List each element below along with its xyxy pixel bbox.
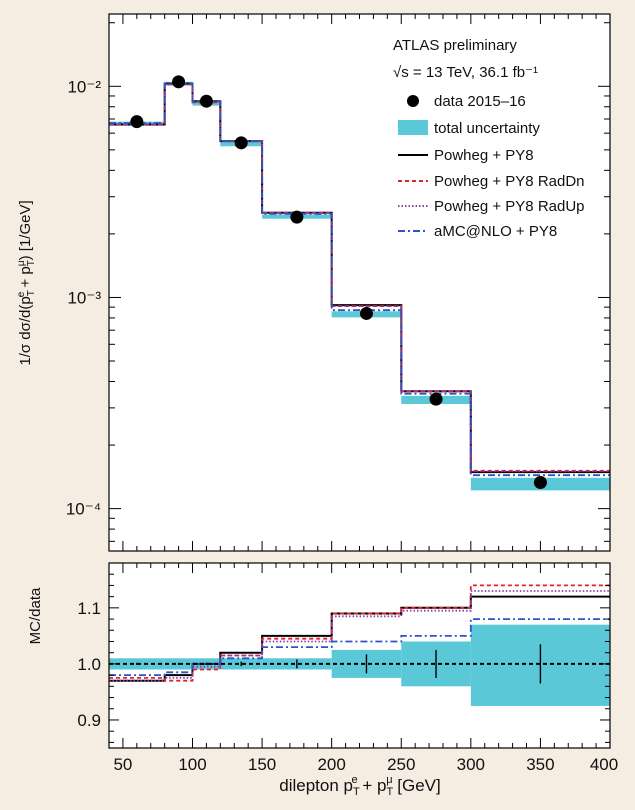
data-point-4 — [290, 210, 304, 224]
ratio-series-group — [109, 584, 610, 682]
ratio-y-axis-label: MC/data — [27, 587, 44, 644]
x-tick-label-5: 300 — [457, 755, 485, 774]
legend-radup-label: Powheg + PY8 RadUp — [434, 198, 585, 215]
data-point-2 — [199, 94, 213, 108]
main-x-ticks — [108, 14, 611, 551]
ratio-y-tick-label-2: 1.1 — [77, 599, 101, 618]
ratio-y-ticks: 0.9 1.0 1.1 — [77, 573, 610, 743]
x-tick-label-6: 350 — [526, 755, 554, 774]
ratio-series-line-3 — [109, 618, 610, 676]
data-point-0 — [130, 115, 144, 129]
ratio-data-errors — [136, 644, 542, 684]
legend: data 2015–16 total uncertainty Powheg + … — [398, 93, 585, 240]
series-line-1 — [109, 83, 610, 472]
legend-powheg-label: Powheg + PY8 — [434, 147, 534, 164]
main-y-tick-label-1: 10⁻³ — [67, 288, 101, 307]
legend-band-label: total uncertainty — [434, 120, 540, 137]
main-plot-panel: 10⁻² 10⁻³ 10⁻⁴ ATLAS preliminary √s = 13 T… — [16, 13, 611, 552]
main-y-axis-label: 1/σ dσ/d(pTe + pTμ) [1/GeV] — [16, 200, 37, 365]
data-point-3 — [234, 136, 248, 150]
x-tick-label-7: 400 — [590, 755, 618, 774]
experiment-label: ATLAS preliminary — [393, 37, 517, 54]
ratio-plot-panel: 50 100 150 200 250 300 350 400 0.9 1.0 1.1 MC/dat… — [27, 562, 618, 798]
x-tick-label-3: 200 — [317, 755, 345, 774]
main-y-tick-label-2: 10⁻⁴ — [66, 500, 101, 519]
ratio-x-ticks: 50 100 150 200 250 300 350 400 — [108, 563, 618, 774]
data-point-7 — [533, 475, 547, 489]
x-tick-label-1: 100 — [178, 755, 206, 774]
legend-data-label: data 2015–16 — [434, 93, 526, 110]
legend-raddn-label: Powheg + PY8 RadDn — [434, 173, 585, 190]
main-y-ticks: 10⁻² 10⁻³ 10⁻⁴ — [66, 22, 610, 542]
data-points-group — [130, 75, 547, 489]
legend-data-marker — [407, 95, 419, 107]
energy-lumi-label: √s = 13 TeV, 36.1 fb⁻¹ — [393, 64, 538, 81]
x-tick-label-0: 50 — [113, 755, 132, 774]
data-point-5 — [359, 306, 373, 320]
main-y-tick-label-0: 10⁻² — [67, 77, 101, 96]
legend-band-swatch — [398, 120, 428, 135]
ratio-y-tick-label-1: 1.0 — [77, 655, 101, 674]
main-plot-area — [109, 14, 610, 551]
data-point-1 — [172, 75, 186, 89]
x-tick-label-4: 250 — [387, 755, 415, 774]
ratio-y-tick-label-0: 0.9 — [77, 711, 101, 730]
x-axis-label: dilepton pTe + pTμ [GeV] — [279, 774, 440, 798]
legend-amc-label: aMC@NLO + PY8 — [434, 223, 557, 240]
x-tick-label-2: 150 — [248, 755, 276, 774]
data-point-6 — [429, 392, 443, 406]
